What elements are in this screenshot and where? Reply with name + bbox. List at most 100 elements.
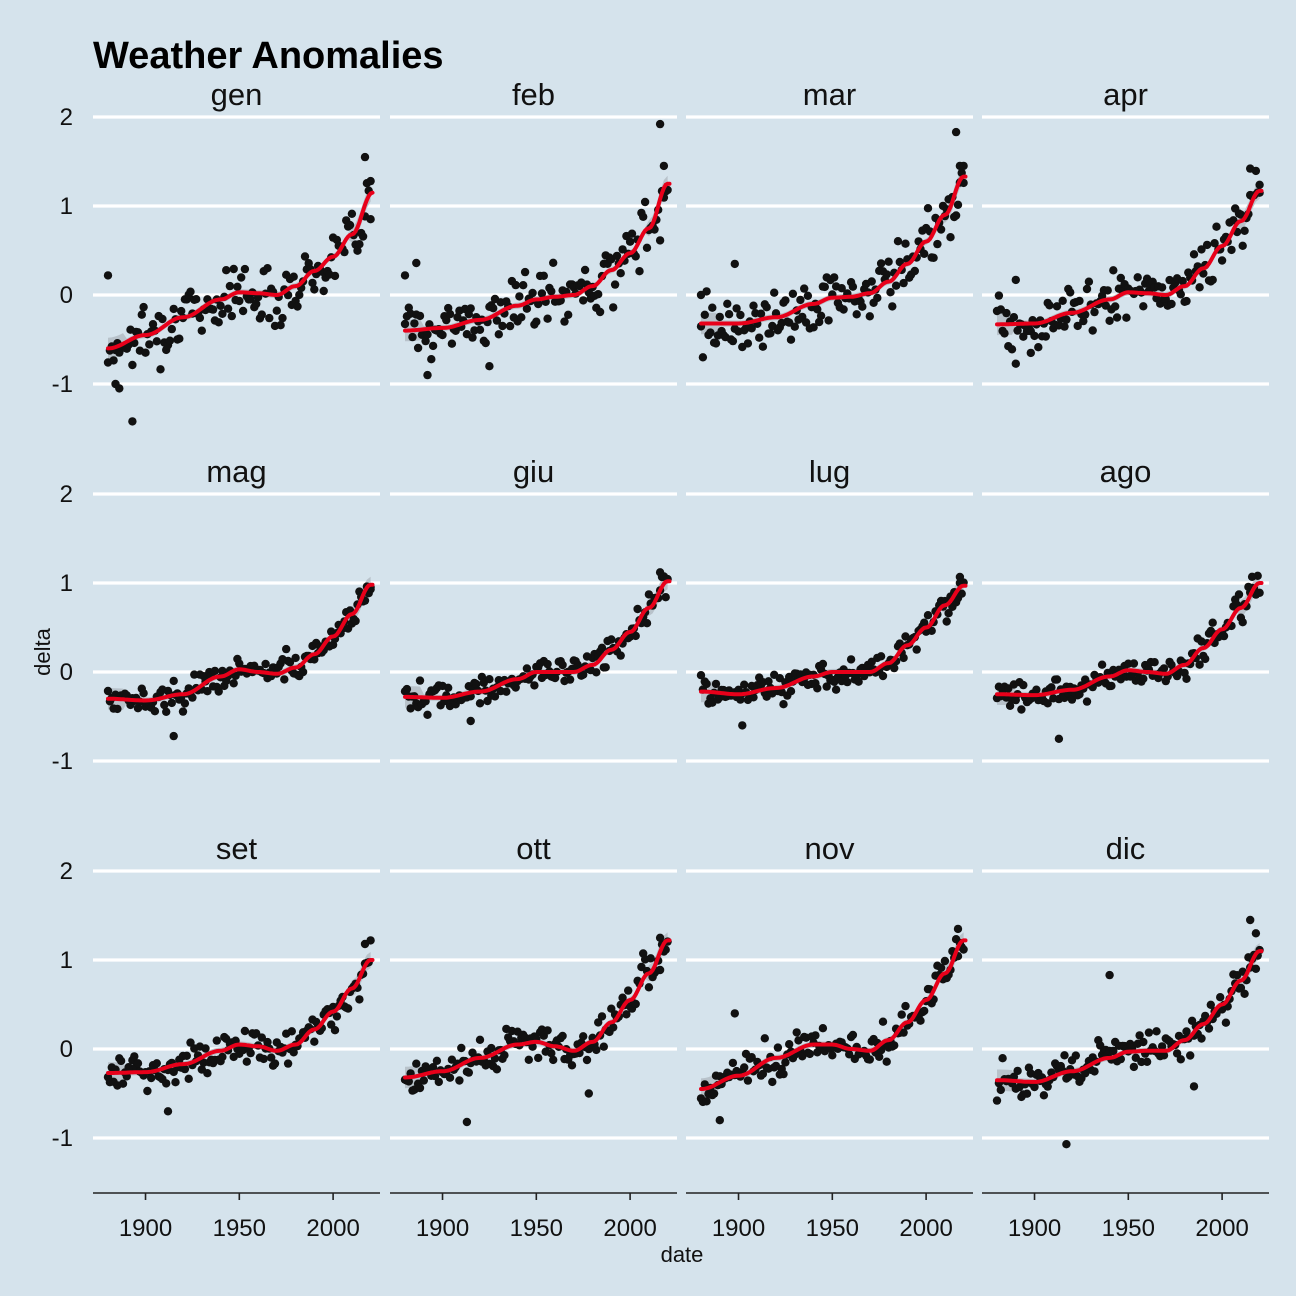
- data-point: [1090, 1067, 1099, 1076]
- data-point: [1238, 241, 1247, 250]
- data-point: [616, 269, 625, 278]
- data-point: [1026, 348, 1036, 358]
- data-point: [760, 1034, 769, 1043]
- y-tick-label: 0: [60, 282, 73, 309]
- data-point: [1201, 654, 1210, 664]
- data-point: [923, 611, 933, 620]
- data-point: [130, 1052, 139, 1061]
- panel-ott: ott: [390, 831, 677, 1140]
- data-point: [1058, 296, 1067, 305]
- data-point: [227, 311, 236, 321]
- data-point: [291, 653, 300, 663]
- x-axis-label: date: [661, 1242, 704, 1267]
- data-point: [800, 284, 809, 293]
- data-point: [609, 303, 618, 312]
- data-point: [873, 293, 882, 303]
- data-point: [428, 1063, 438, 1072]
- data-point: [633, 604, 642, 614]
- strip-label-mar: mar: [803, 77, 856, 112]
- data-point: [139, 689, 148, 698]
- data-point: [1133, 273, 1142, 282]
- data-point: [1157, 1042, 1167, 1051]
- panel-ago: ago: [982, 454, 1269, 763]
- x-tick-label: 2000: [603, 1215, 656, 1242]
- data-point: [1189, 250, 1199, 259]
- smooth-line: [403, 181, 672, 333]
- strip-label-gen: gen: [211, 77, 263, 112]
- data-point: [580, 265, 590, 275]
- data-point: [738, 721, 747, 730]
- data-point: [103, 686, 113, 696]
- data-point: [1182, 674, 1191, 683]
- data-point: [940, 956, 950, 966]
- data-point: [1135, 1031, 1144, 1040]
- data-point: [558, 1031, 567, 1041]
- data-point: [137, 310, 146, 319]
- data-point: [1122, 313, 1131, 322]
- data-point: [696, 671, 706, 680]
- y-tick-label: 1: [60, 570, 73, 597]
- data-point: [843, 677, 852, 687]
- data-point: [257, 1033, 266, 1042]
- data-point: [820, 282, 829, 292]
- data-point: [1082, 697, 1092, 706]
- data-point: [1060, 1051, 1069, 1060]
- data-point: [158, 314, 167, 324]
- data-point: [1152, 1027, 1161, 1036]
- data-point: [1041, 332, 1051, 341]
- data-point: [289, 272, 298, 281]
- data-point: [498, 321, 507, 331]
- data-point: [169, 731, 178, 741]
- data-point: [730, 259, 739, 269]
- points-mar: [696, 127, 968, 362]
- data-point: [631, 252, 640, 261]
- data-point: [1013, 326, 1022, 335]
- data-point: [1109, 1046, 1118, 1056]
- data-point: [1002, 308, 1011, 318]
- data-point: [1212, 222, 1221, 231]
- data-point: [655, 933, 665, 942]
- data-point: [558, 660, 567, 670]
- data-point: [162, 1079, 171, 1088]
- data-point: [951, 127, 961, 137]
- x-tick-label: 1950: [806, 1215, 859, 1242]
- data-point: [147, 1073, 156, 1083]
- data-point: [543, 659, 552, 669]
- data-point: [644, 983, 654, 992]
- data-point: [781, 296, 790, 305]
- data-point: [229, 679, 238, 688]
- data-point: [1022, 1089, 1032, 1098]
- data-point: [169, 676, 178, 686]
- x-tick-label: 2000: [1195, 1215, 1248, 1242]
- data-point: [858, 302, 867, 311]
- data-point: [852, 310, 861, 319]
- data-point: [792, 1028, 801, 1037]
- data-point: [490, 692, 500, 701]
- data-point: [728, 336, 738, 346]
- data-point: [167, 324, 176, 334]
- data-point: [1204, 1024, 1214, 1033]
- data-point: [216, 301, 225, 310]
- data-point: [565, 675, 575, 684]
- data-point: [845, 1050, 854, 1059]
- data-point: [1144, 1028, 1154, 1037]
- data-point: [1039, 1091, 1049, 1100]
- data-point: [848, 282, 858, 291]
- data-point: [423, 370, 432, 380]
- data-point: [218, 1052, 227, 1062]
- data-point: [406, 704, 415, 713]
- data-point: [912, 645, 921, 654]
- data-point: [901, 239, 910, 248]
- data-point: [355, 240, 364, 249]
- points-ott: [400, 933, 672, 1127]
- data-point: [197, 326, 206, 335]
- data-point: [655, 119, 665, 129]
- data-point: [511, 683, 520, 692]
- data-point: [848, 1030, 858, 1040]
- data-point: [724, 310, 734, 319]
- data-point: [1129, 1062, 1139, 1072]
- data-point: [330, 271, 340, 281]
- data-point: [564, 310, 573, 319]
- data-point: [779, 1069, 788, 1079]
- data-point: [1240, 226, 1249, 235]
